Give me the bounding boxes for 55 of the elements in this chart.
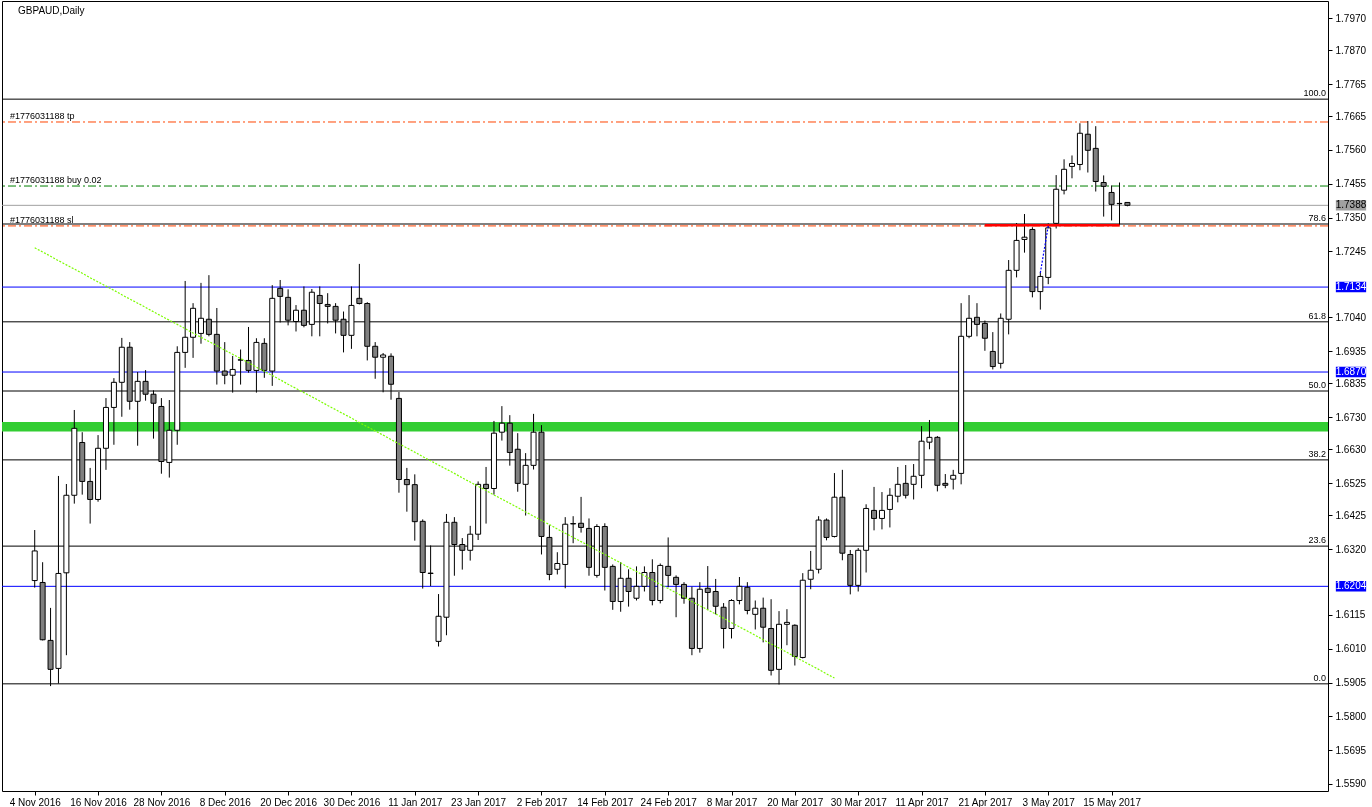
annotation: 78.6 (1308, 213, 1326, 223)
y-tick-label: 1.5800 (1335, 710, 1367, 722)
x-tick-label: 8 Mar 2017 (706, 796, 758, 807)
y-tick-label: 1.6425 (1335, 509, 1367, 521)
y-tick-label: 1.7350 (1335, 212, 1367, 224)
x-tick-label: 3 May 2017 (1022, 796, 1076, 807)
x-tick-label: 16 Nov 2016 (70, 796, 128, 807)
y-tick-label: 1.7455 (1335, 178, 1367, 190)
ref-line-label: 1.7134 (1335, 281, 1367, 293)
chart-title: GBPAUD,Daily (18, 5, 85, 16)
y-tick-label: 1.6525 (1335, 477, 1367, 489)
y-tick-label: 1.6115 (1335, 609, 1366, 621)
y-tick-label: 1.7560 (1335, 144, 1367, 156)
ref-line-label: 1.6204 (1335, 580, 1367, 592)
annotation: 23.6 (1308, 535, 1326, 546)
y-tick-label: 1.6320 (1335, 543, 1367, 555)
x-tick-label: 21 Apr 2017 (958, 796, 1013, 807)
x-tick-label: 20 Mar 2017 (767, 796, 824, 807)
x-tick-label: 15 May 2017 (1083, 796, 1142, 807)
y-tick-label: 1.7765 (1335, 78, 1367, 90)
x-tick-label: 4 Nov 2016 (9, 796, 62, 807)
x-tick-label: 30 Mar 2017 (830, 796, 888, 807)
x-tick-label: 20 Dec 2016 (260, 796, 318, 807)
y-tick-label: 1.6835 (1335, 377, 1367, 389)
x-tick-label: 23 Jan 2017 (451, 796, 507, 807)
annotation: 0.0 (1313, 672, 1326, 683)
x-tick-label: 30 Dec 2016 (323, 796, 381, 807)
x-tick-label: 11 Apr 2017 (895, 796, 950, 807)
x-tick-label: 28 Nov 2016 (133, 796, 191, 807)
x-tick-label: 14 Feb 2017 (577, 796, 634, 807)
ref-line-label: 1.7388 (1335, 199, 1367, 211)
y-tick-label: 1.5590 (1335, 778, 1367, 790)
x-tick-label: 11 Jan 2017 (388, 796, 443, 807)
y-tick-label: 1.7870 (1335, 44, 1367, 56)
annotation: 61.8 (1308, 310, 1326, 321)
y-tick-label: 1.7245 (1335, 245, 1367, 257)
y-tick-label: 1.7040 (1335, 311, 1367, 323)
y-tick-label: 1.6630 (1335, 443, 1367, 455)
x-tick-label: 8 Dec 2016 (199, 796, 252, 807)
y-tick-label: 1.6730 (1335, 411, 1367, 423)
y-tick-label: 1.7665 (1335, 110, 1367, 122)
annotation: 50.0 (1308, 380, 1326, 391)
ref-line-label: 1.6870 (1335, 366, 1367, 378)
y-tick-label: 1.6935 (1335, 345, 1367, 357)
annotation: 38.2 (1308, 448, 1326, 459)
y-tick-label: 1.7970 (1335, 12, 1367, 24)
ref-line-label: #1776031188 sl (10, 214, 74, 225)
ref-line-label: #1776031188 buy 0.02 (10, 175, 102, 186)
y-tick-label: 1.5695 (1335, 744, 1367, 756)
annotation: 100.0 (1303, 88, 1326, 99)
y-tick-label: 1.5905 (1335, 677, 1367, 689)
x-tick-label: 24 Feb 2017 (640, 796, 698, 807)
y-tick-label: 1.6010 (1335, 643, 1367, 655)
x-tick-label: 2 Feb 2017 (516, 796, 568, 807)
ref-line-label: #1776031188 tp (10, 110, 75, 121)
